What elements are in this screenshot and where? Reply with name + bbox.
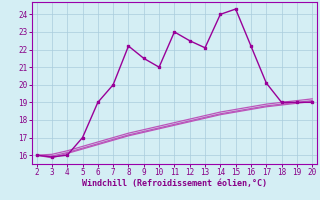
X-axis label: Windchill (Refroidissement éolien,°C): Windchill (Refroidissement éolien,°C): [82, 179, 267, 188]
